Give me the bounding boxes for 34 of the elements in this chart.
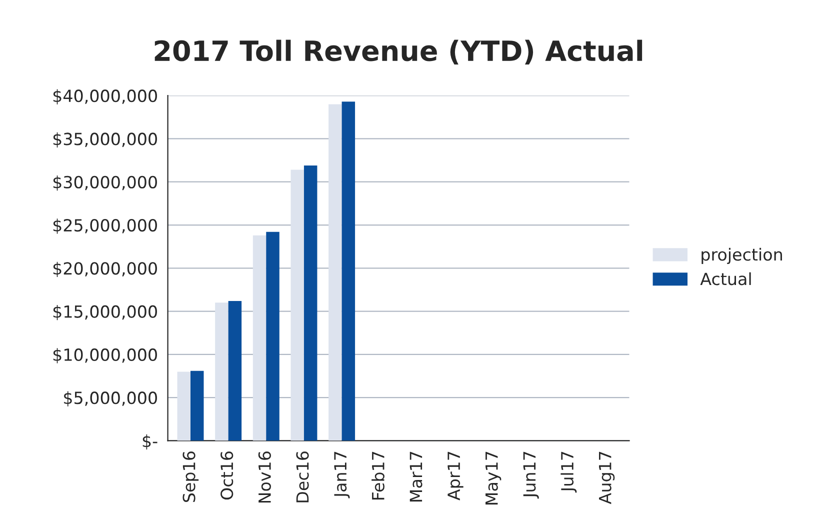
x-tick-label: Jan17 (334, 452, 350, 498)
legend-label: Actual (700, 272, 751, 286)
y-tick-label: $10,000,000 (53, 348, 157, 364)
y-tick-label: $15,000,000 (53, 304, 157, 320)
x-tick-label: Apr17 (448, 452, 464, 500)
y-tick-label: $40,000,000 (53, 89, 157, 104)
y-tick-label: $35,000,000 (53, 132, 157, 148)
y-tick-label: $20,000,000 (53, 262, 157, 277)
bar (328, 104, 342, 441)
legend-label: projection (702, 248, 782, 264)
y-tick-label: $30,000,000 (53, 176, 157, 191)
y-tick-label: $25,000,000 (53, 218, 157, 234)
x-tick-label: Feb17 (372, 452, 384, 500)
x-tick-label: Jul17 (560, 452, 577, 493)
bar (215, 302, 228, 441)
bar (228, 300, 242, 441)
x-tick-label: May17 (486, 452, 502, 504)
x-tick-label: Sep16 (182, 452, 199, 502)
y-tick-label: $- (142, 434, 158, 450)
x-tick-label: Dec16 (296, 452, 309, 502)
bar (177, 372, 190, 441)
x-tick-label: Aug17 (599, 452, 615, 504)
chart-title: 2017 Toll Revenue (YTD) Actual (154, 40, 642, 65)
bar (190, 370, 204, 441)
bar (342, 102, 356, 441)
y-tick-label: $5,000,000 (64, 391, 157, 406)
x-tick-label: Jun17 (523, 452, 539, 499)
bar (290, 170, 304, 441)
bar (252, 235, 266, 441)
x-tick-label: Nov16 (258, 452, 271, 503)
bar (304, 165, 318, 441)
x-tick-label: Mar17 (410, 452, 422, 502)
x-tick-label: Oct16 (220, 452, 234, 500)
bar (266, 232, 280, 441)
